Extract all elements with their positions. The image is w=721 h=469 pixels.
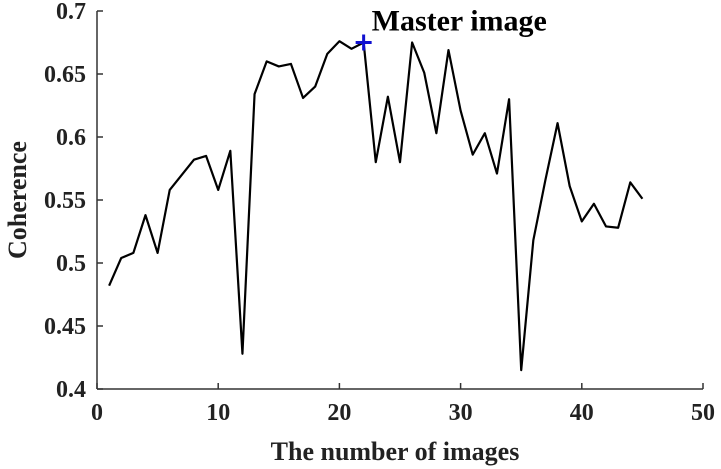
x-tick-label: 20 [327, 400, 351, 426]
plot-area: 0 10 20 30 40 50 0.4 0.45 0.5 0.55 0.6 0.65 0.7 [44, 0, 715, 426]
y-axis-title: Coherence [3, 141, 32, 259]
x-tick-label: 30 [449, 400, 473, 426]
y-tick-label: 0.65 [44, 62, 86, 88]
y-tick-label: 0.55 [44, 188, 86, 214]
y-tick-label: 0.5 [56, 251, 86, 277]
x-tick-label: 40 [570, 400, 594, 426]
marker-layer [355, 34, 372, 51]
master-image-label: Master image [372, 5, 547, 38]
x-tick-label: 0 [91, 400, 103, 426]
series-layer [108, 40, 644, 372]
x-axis-ticks: 0 10 20 30 40 50 [91, 383, 715, 426]
y-axis-ticks: 0.4 0.45 0.5 0.55 0.6 0.65 0.7 [44, 0, 103, 403]
y-tick-label: 0.6 [56, 125, 86, 151]
x-axis-title: The number of images [271, 437, 520, 466]
y-tick-label: 0.7 [56, 0, 86, 25]
coherence-series-line [108, 40, 644, 372]
y-tick-label: 0.45 [44, 314, 86, 340]
x-tick-label: 10 [206, 400, 230, 426]
y-tick-label: 0.4 [56, 377, 86, 403]
x-tick-label: 50 [691, 400, 715, 426]
